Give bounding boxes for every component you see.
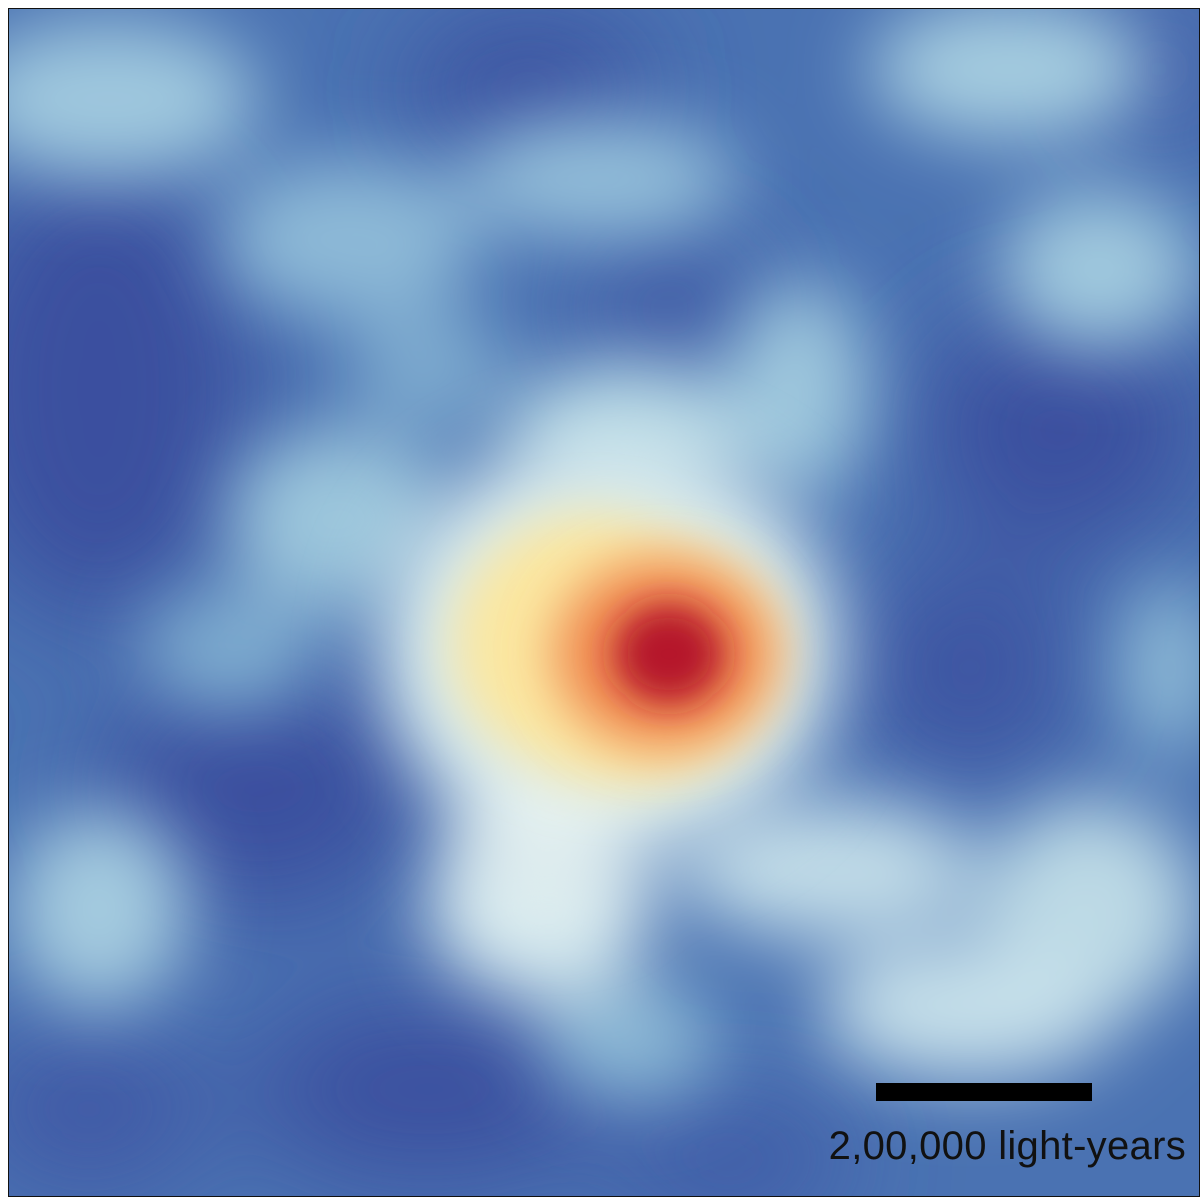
scale-bar [876,1083,1092,1101]
heatmap-image [9,9,1199,1196]
light-filaments [9,9,1199,1099]
core-red [614,604,724,704]
scale-bar-label: 2,00,000 light-years [828,1124,1186,1168]
heatmap-panel [8,8,1200,1197]
